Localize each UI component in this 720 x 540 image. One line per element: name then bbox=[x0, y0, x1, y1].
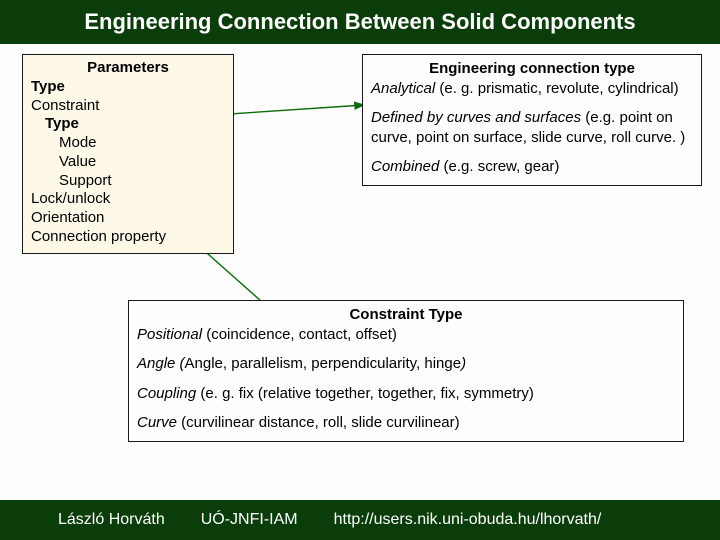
param-type: Type bbox=[31, 78, 225, 97]
constraint-coupling: Coupling (e. g. fix (relative together, … bbox=[137, 384, 675, 404]
param-mode: Mode bbox=[31, 134, 225, 153]
eng-combined-head: Combined bbox=[371, 158, 439, 175]
param-orientation: Orientation bbox=[31, 209, 225, 228]
title-bar: Engineering Connection Between Solid Com… bbox=[0, 0, 720, 44]
constraint-curve-head: Curve bbox=[137, 414, 177, 431]
eng-combined: Combined (e.g. screw, gear) bbox=[371, 157, 693, 177]
parameters-heading: Parameters bbox=[31, 59, 225, 78]
param-constraint: Constraint bbox=[31, 97, 225, 116]
eng-analytical: Analytical (e. g. prismatic, revolute, c… bbox=[371, 79, 693, 99]
constraint-curve-tail: (curvilinear distance, roll, slide curvi… bbox=[177, 414, 460, 431]
constraint-angle-mid: Angle, parallelism, perpendicularity, hi… bbox=[185, 355, 462, 372]
footer-bar: László Horváth UÓ-JNFI-IAM http://users.… bbox=[0, 500, 720, 540]
constraint-curve: Curve (curvilinear distance, roll, slide… bbox=[137, 413, 675, 433]
constraint-angle-head: Angle ( bbox=[137, 355, 185, 372]
constraint-positional-head: Positional bbox=[137, 326, 202, 343]
constraint-coupling-head: Coupling bbox=[137, 385, 200, 402]
constraint-positional-tail: (coincidence, contact, offset) bbox=[202, 326, 397, 343]
footer-url: http://users.nik.uni-obuda.hu/lhorvath/ bbox=[334, 511, 602, 529]
content-area: Parameters Type Constraint Type Mode Val… bbox=[0, 44, 720, 476]
engineering-type-heading: Engineering connection type bbox=[371, 59, 693, 79]
constraint-angle: Angle (Angle, parallelism, perpendicular… bbox=[137, 354, 675, 374]
eng-analytical-head: Analytical bbox=[371, 80, 435, 97]
param-support: Support bbox=[31, 172, 225, 191]
param-connprop: Connection property bbox=[31, 228, 225, 247]
constraint-positional: Positional (coincidence, contact, offset… bbox=[137, 325, 675, 345]
constraint-type-box: Constraint Type Positional (coincidence,… bbox=[128, 300, 684, 442]
constraint-coupling-tail: (e. g. fix (relative together, together,… bbox=[200, 385, 533, 402]
page-title: Engineering Connection Between Solid Com… bbox=[84, 9, 635, 34]
footer-author: László Horváth bbox=[58, 511, 165, 529]
param-value: Value bbox=[31, 153, 225, 172]
eng-combined-tail: (e.g. screw, gear) bbox=[439, 158, 559, 175]
param-lock: Lock/unlock bbox=[31, 190, 225, 209]
constraint-type-heading: Constraint Type bbox=[137, 305, 675, 325]
param-constraint-type: Type bbox=[31, 115, 225, 134]
eng-curves-head: Defined by curves and surfaces bbox=[371, 109, 581, 126]
eng-curves: Defined by curves and surfaces (e.g. poi… bbox=[371, 108, 693, 147]
constraint-angle-tail: ) bbox=[461, 355, 466, 372]
eng-analytical-tail: (e. g. prismatic, revolute, cylindrical) bbox=[435, 80, 678, 97]
footer-org: UÓ-JNFI-IAM bbox=[201, 511, 298, 529]
engineering-type-box: Engineering connection type Analytical (… bbox=[362, 54, 702, 186]
parameters-box: Parameters Type Constraint Type Mode Val… bbox=[22, 54, 234, 254]
